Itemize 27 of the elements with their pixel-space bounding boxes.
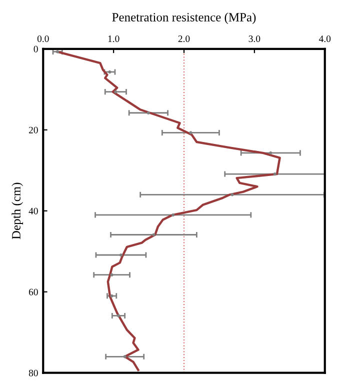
point <box>273 172 276 176</box>
x-tick-label: 4.0 <box>318 36 331 42</box>
x-axis-title: Penetration resistence (MPa) <box>112 12 256 24</box>
point <box>152 233 156 236</box>
point <box>269 151 272 155</box>
point <box>110 294 114 298</box>
y-tick-label: 20 <box>28 126 38 134</box>
point <box>116 314 120 318</box>
point <box>230 193 234 196</box>
point <box>110 273 114 276</box>
point <box>114 90 118 94</box>
x-tick-label: 0.0 <box>37 36 49 42</box>
y-tick-label: 80 <box>28 370 38 376</box>
x-tick-label: 3.0 <box>248 36 260 42</box>
point <box>56 50 60 54</box>
point <box>123 355 126 358</box>
x-tick-label: 2.0 <box>178 36 190 42</box>
y-axis-title: Depth (cm) <box>12 182 23 240</box>
y-tick-label: 0 <box>34 46 38 52</box>
line-series <box>56 50 281 372</box>
point <box>189 131 192 134</box>
x-tick-label: 1.0 <box>108 36 120 42</box>
point <box>172 213 175 216</box>
y-tick-label: 40 <box>28 208 38 214</box>
point <box>146 111 150 114</box>
point <box>108 70 112 74</box>
y-tick-label: 60 <box>28 288 38 296</box>
